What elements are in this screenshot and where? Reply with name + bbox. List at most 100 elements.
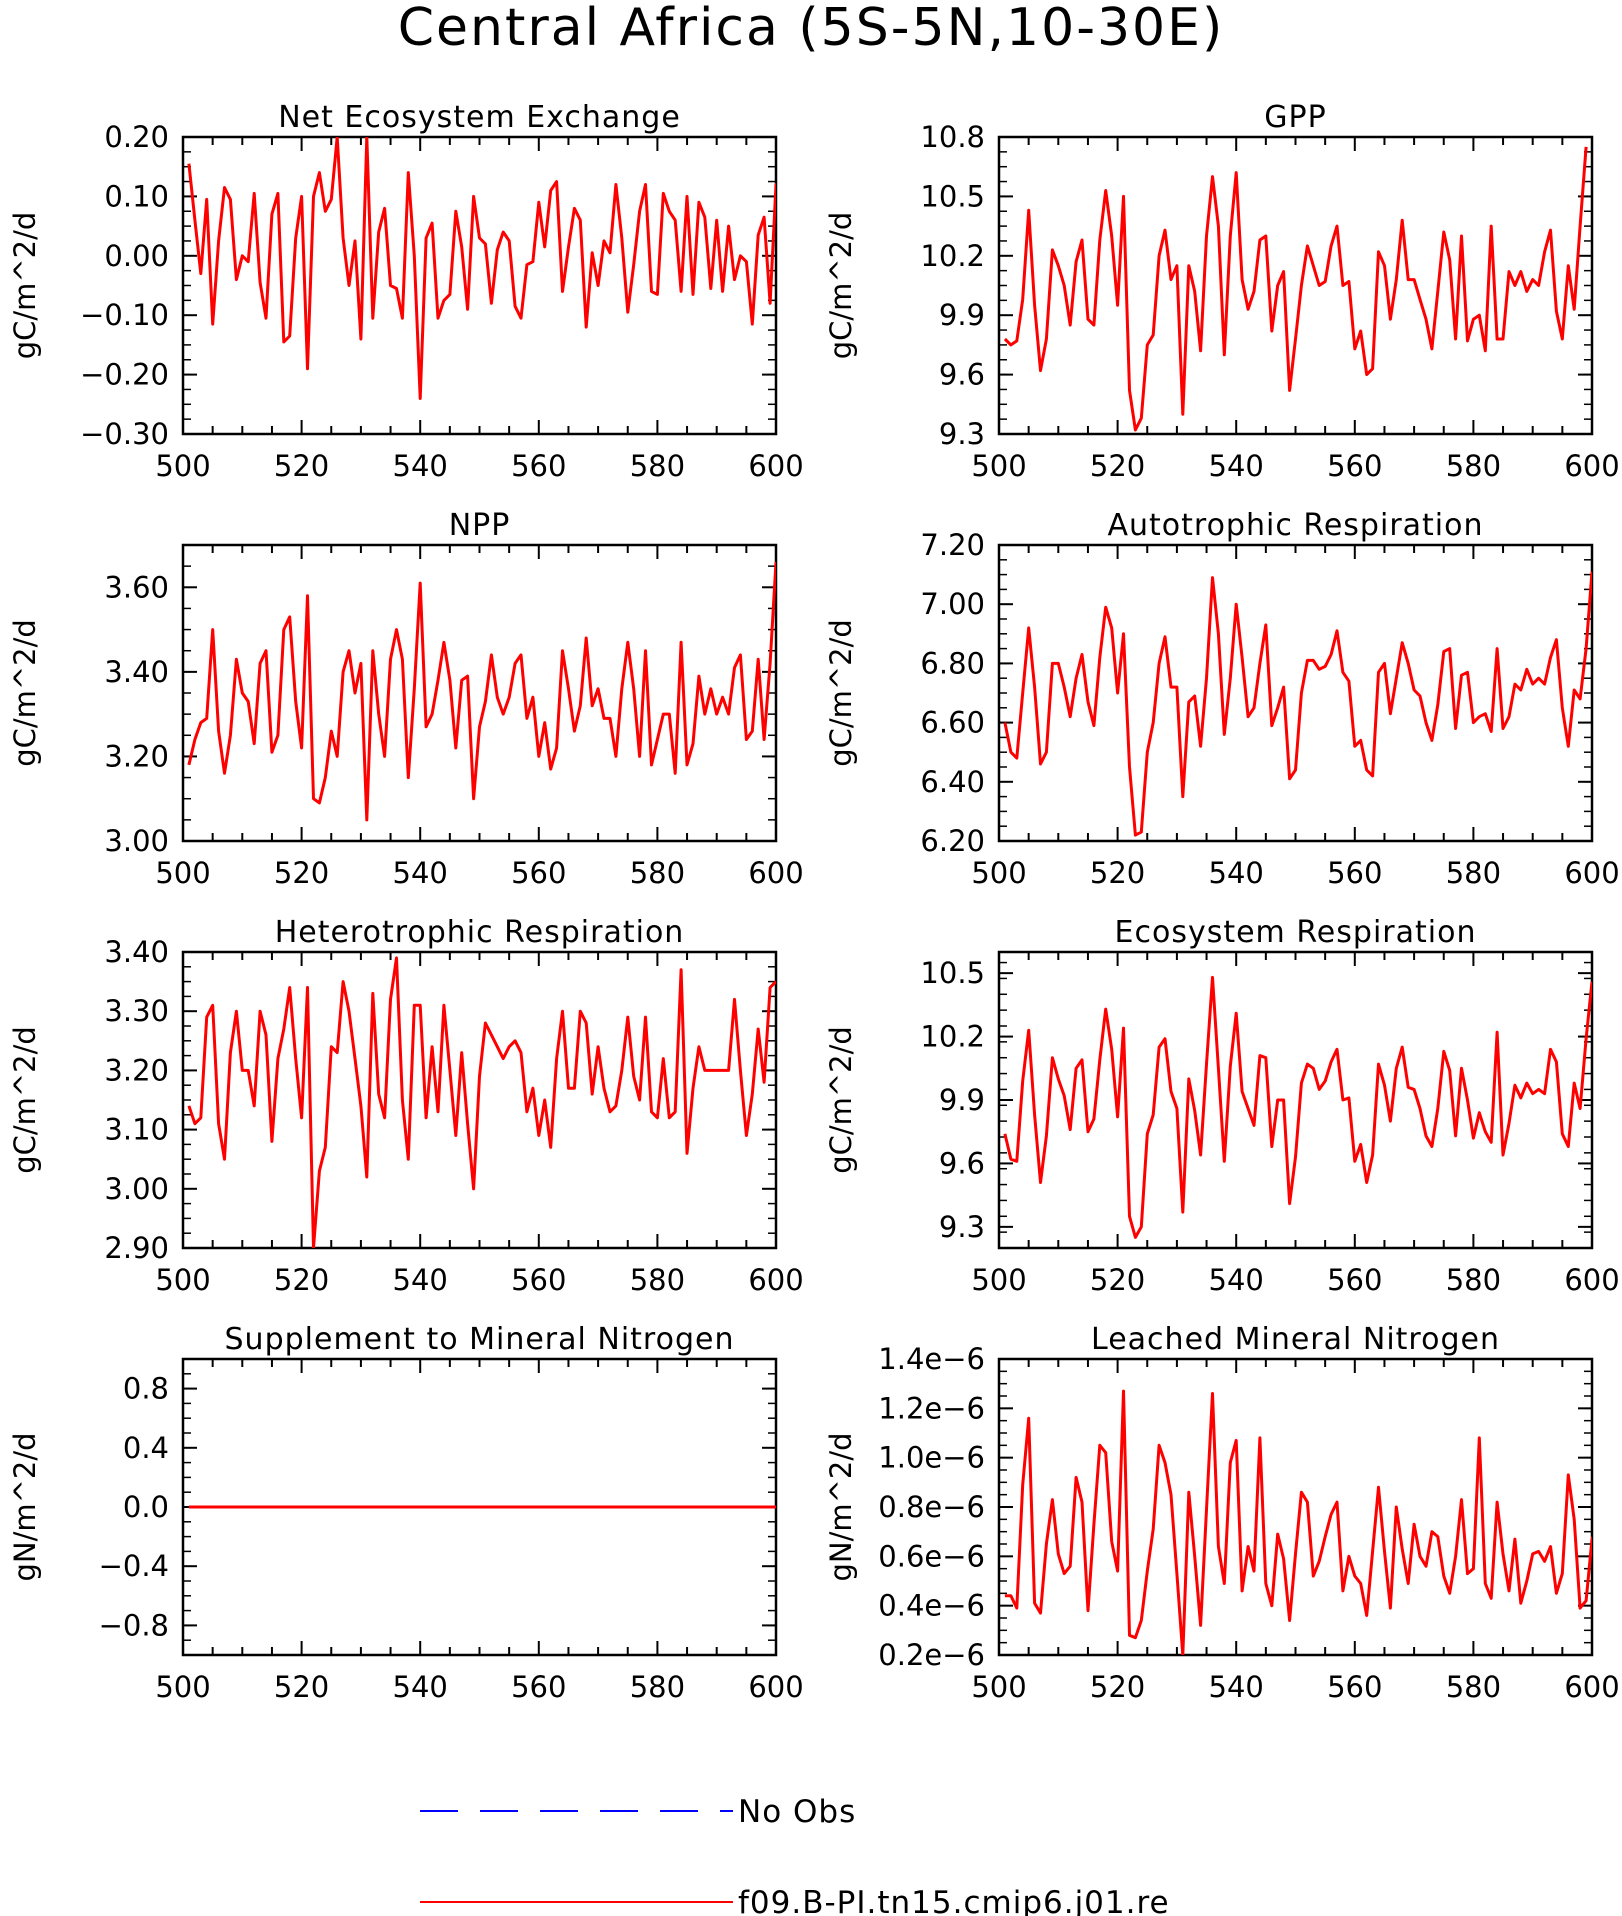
- y-tick-label: −0.10: [80, 298, 169, 332]
- y-tick-label: 3.10: [104, 1113, 169, 1147]
- x-tick-label: 540: [1209, 1670, 1264, 1704]
- y-tick-label: −0.4: [99, 1549, 169, 1583]
- y-tick-label: −0.30: [80, 417, 169, 451]
- y-axis-label: gC/m^2/d: [8, 619, 42, 767]
- x-tick-label: 600: [1564, 1670, 1619, 1704]
- y-tick-label: 0.4: [123, 1431, 169, 1465]
- panels: Net Ecosystem Exchange gC/m^2/d 500 520 540 5…: [8, 100, 1620, 1704]
- y-tick-label: 2.90: [104, 1231, 169, 1265]
- y-tick-label: 9.3: [939, 1210, 985, 1244]
- x-tick-label: 520: [1090, 1263, 1145, 1297]
- y-tick-label: 0.2e−6: [878, 1638, 985, 1672]
- y-tick-label: 6.80: [920, 646, 985, 680]
- x-tick-label: 520: [274, 449, 329, 483]
- x-tick-label: 520: [274, 1263, 329, 1297]
- x-tick-label: 520: [274, 1670, 329, 1704]
- y-tick-label: 6.60: [920, 706, 985, 740]
- panel-1: Net Ecosystem Exchange gC/m^2/d 500 520 540 5…: [8, 100, 804, 483]
- y-tick-label: 9.6: [939, 1146, 985, 1180]
- x-tick-label: 520: [1090, 449, 1145, 483]
- x-tick-label: 560: [511, 449, 566, 483]
- plot-frame: [181, 543, 778, 843]
- y-tick-label: 3.30: [104, 994, 169, 1028]
- y-tick-label: 0.10: [104, 179, 169, 213]
- legend-label-model: f09.B-PI.tn15.cmip6.j01.re: [738, 1885, 1170, 1916]
- y-tick-label: 3.00: [104, 824, 169, 858]
- x-tick-label: 540: [1209, 449, 1264, 483]
- panel-3: NPP gC/m^2/d 500 520 540 560 580 600 3.00 3.20 3.4…: [8, 508, 804, 890]
- y-tick-label: 0.8: [123, 1372, 169, 1406]
- y-tick-label: 6.40: [920, 765, 985, 799]
- panel-title: Heterotrophic Respiration: [275, 915, 685, 950]
- y-tick-label: 1.4e−6: [878, 1342, 985, 1376]
- y-tick-label: 9.9: [939, 298, 985, 332]
- x-tick-label: 500: [971, 1263, 1026, 1297]
- x-tick-label: 600: [748, 449, 803, 483]
- y-axis-label: gN/m^2/d: [824, 1432, 858, 1581]
- panel-4: Autotrophic Respiration gC/m^2/d 500 520 540…: [824, 508, 1620, 890]
- y-tick-label: 10.8: [920, 120, 985, 154]
- y-tick-label: −0.20: [80, 358, 169, 392]
- x-tick-label: 560: [1327, 1670, 1382, 1704]
- y-tick-label: 0.20: [104, 120, 169, 154]
- y-tick-label: 0.0: [123, 1490, 169, 1524]
- panel-title: Autotrophic Respiration: [1107, 508, 1483, 543]
- x-tick-label: 520: [1090, 856, 1145, 890]
- y-tick-label: 9.6: [939, 358, 985, 392]
- y-tick-label: 9.9: [939, 1083, 985, 1117]
- y-axis-label: gC/m^2/d: [824, 1026, 858, 1174]
- panel-title: Net Ecosystem Exchange: [278, 100, 681, 135]
- panel-title: Leached Mineral Nitrogen: [1091, 1322, 1500, 1357]
- plot-frame: [997, 950, 1594, 1250]
- x-tick-label: 580: [630, 1263, 685, 1297]
- y-tick-label: 10.5: [920, 956, 985, 990]
- x-tick-label: 520: [1090, 1670, 1145, 1704]
- panel-7: Supplement to Mineral Nitrogen gN/m^2/d 50…: [8, 1322, 804, 1704]
- y-tick-label: 0.6e−6: [878, 1539, 985, 1573]
- series-line: [1003, 975, 1592, 1239]
- series-line: [1004, 1389, 1592, 1655]
- x-tick-label: 600: [1564, 856, 1619, 890]
- y-tick-label: 3.20: [104, 1053, 169, 1087]
- plot-frame: [181, 135, 778, 436]
- x-tick-label: 580: [630, 449, 685, 483]
- panel-8: Leached Mineral Nitrogen gN/m^2/d 500 520 54…: [824, 1322, 1620, 1704]
- y-tick-label: 3.40: [104, 655, 169, 689]
- x-tick-label: 580: [630, 1670, 685, 1704]
- x-tick-label: 600: [1564, 449, 1619, 483]
- y-tick-label: 0.00: [104, 239, 169, 273]
- x-tick-label: 560: [1327, 449, 1382, 483]
- legend: No Obs f09.B-PI.tn15.cmip6.j01.re: [420, 1794, 1170, 1916]
- y-tick-label: 10.2: [920, 1020, 985, 1054]
- y-tick-label: 6.20: [920, 824, 985, 858]
- legend-label-no-obs: No Obs: [738, 1794, 856, 1830]
- panel-title: GPP: [1264, 100, 1326, 135]
- panel-2: GPP gC/m^2/d 500 520 540 560 580 600 9.3 9.6 9.9 10…: [824, 100, 1620, 483]
- x-tick-label: 540: [393, 856, 448, 890]
- x-tick-label: 580: [1446, 449, 1501, 483]
- x-tick-label: 600: [748, 856, 803, 890]
- x-tick-label: 580: [1446, 1263, 1501, 1297]
- panel-title: NPP: [449, 508, 511, 543]
- x-tick-label: 600: [1564, 1263, 1619, 1297]
- x-tick-label: 500: [971, 1670, 1026, 1704]
- y-tick-label: 9.3: [939, 417, 985, 451]
- y-tick-label: 0.8e−6: [878, 1490, 985, 1524]
- x-tick-label: 560: [1327, 1263, 1382, 1297]
- x-tick-label: 580: [630, 856, 685, 890]
- y-axis-label: gC/m^2/d: [8, 212, 42, 360]
- y-tick-label: 10.5: [920, 179, 985, 213]
- y-axis-label: gC/m^2/d: [824, 212, 858, 360]
- x-tick-label: 600: [748, 1263, 803, 1297]
- x-tick-label: 500: [971, 856, 1026, 890]
- y-axis-label: gC/m^2/d: [8, 1026, 42, 1174]
- x-tick-label: 560: [1327, 856, 1382, 890]
- panel-title: Supplement to Mineral Nitrogen: [225, 1322, 735, 1357]
- x-tick-label: 540: [393, 1263, 448, 1297]
- x-tick-label: 560: [511, 1263, 566, 1297]
- x-tick-label: 500: [155, 856, 210, 890]
- plot-frame: [997, 135, 1594, 436]
- x-tick-label: 540: [1209, 856, 1264, 890]
- x-tick-label: 500: [971, 449, 1026, 483]
